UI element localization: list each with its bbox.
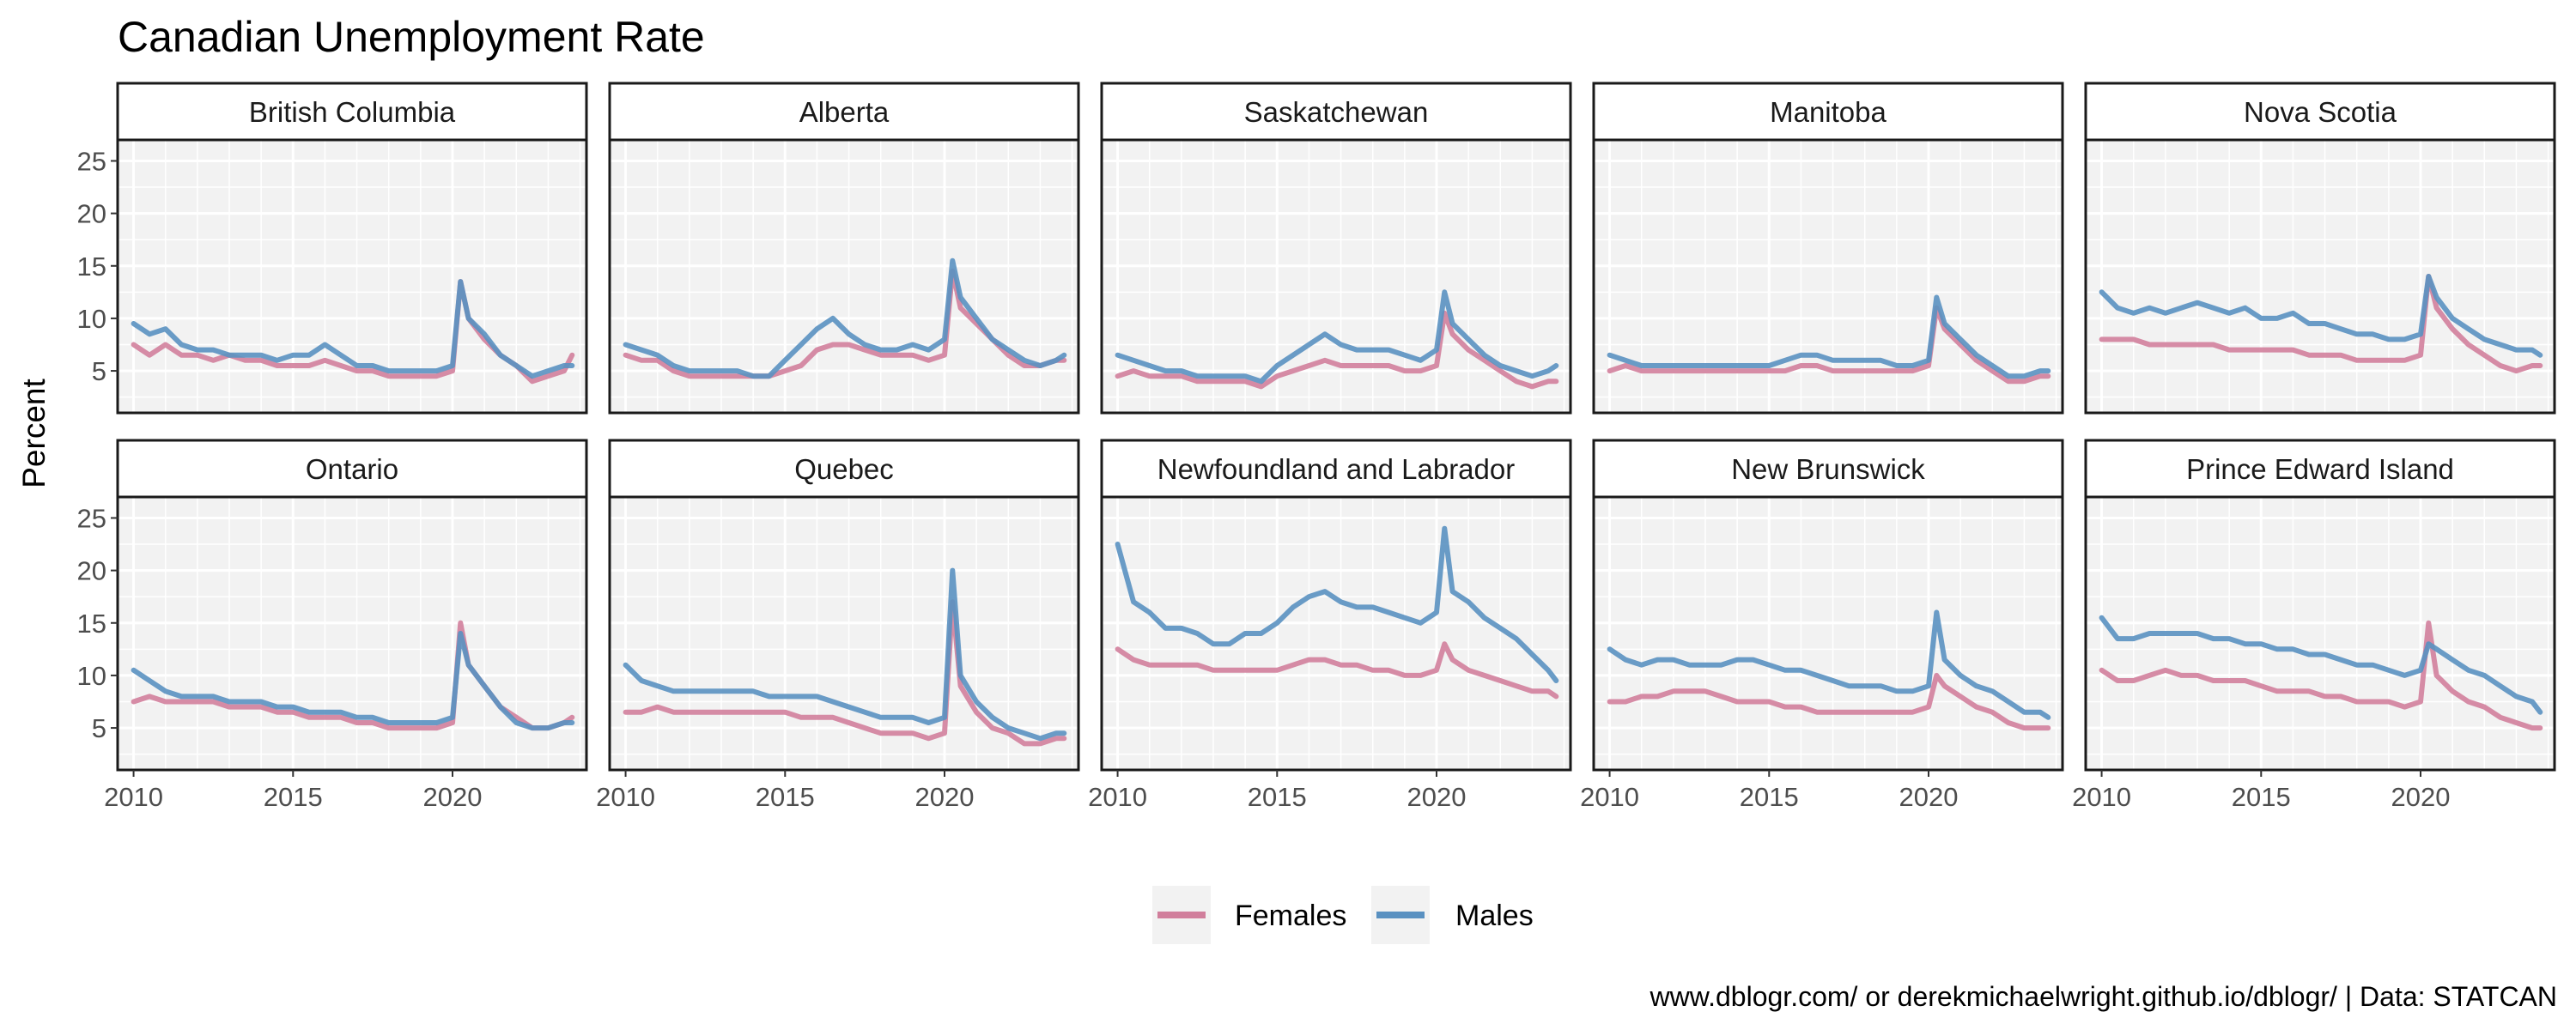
x-tick-label: 2020 — [1407, 782, 1467, 812]
y-tick-label: 10 — [77, 661, 106, 691]
x-tick-label: 2010 — [104, 782, 163, 812]
x-tick-label: 2020 — [915, 782, 975, 812]
y-tick-label: 20 — [77, 556, 106, 586]
y-tick-label: 25 — [77, 146, 106, 176]
series-line-males-new-brunswick — [1607, 609, 2051, 720]
y-tick-label: 15 — [77, 609, 106, 639]
x-tick-label: 2010 — [1580, 782, 1639, 812]
plot-bg-newfoundland-and-labrador — [1102, 497, 1571, 770]
panel-border-quebec — [608, 495, 1080, 772]
series-line-males-saskatchewan — [1115, 289, 1559, 385]
panel-prince-edward-island: Prince Edward Island 2010 2015 2020 — [2072, 439, 2556, 812]
panel-ontario: Ontario 5 10 15 20 25 2010 2015 2020 — [77, 439, 588, 812]
strip-manitoba — [1592, 82, 2064, 142]
y-tick-label: 10 — [77, 304, 106, 334]
strip-label-british-columbia: British Columbia — [249, 96, 456, 128]
x-tick-label: 2015 — [756, 782, 815, 812]
panel-border-saskatchewan — [1100, 138, 1572, 415]
x-tick-label: 2010 — [2072, 782, 2131, 812]
strip-saskatchewan — [1100, 82, 1572, 142]
x-tick-label: 2020 — [2391, 782, 2451, 812]
x-tick-label: 2020 — [423, 782, 483, 812]
strip-label-saskatchewan: Saskatchewan — [1244, 96, 1429, 128]
strip-british-columbia — [116, 82, 588, 142]
series-line-females-quebec — [623, 599, 1067, 747]
y-axis-title: Percent — [16, 379, 52, 488]
y-tick-label: 20 — [77, 199, 106, 229]
panels-layer: British Columbia 5 10 15 20 25 Alberta Saskatch… — [77, 82, 2556, 812]
panel-border-british-columbia — [116, 138, 588, 415]
strip-label-ontario: Ontario — [306, 453, 398, 485]
strip-label-manitoba: Manitoba — [1770, 96, 1886, 128]
panel-border-manitoba — [1592, 138, 2064, 415]
strip-label-prince-edward-island: Prince Edward Island — [2186, 453, 2454, 485]
strip-label-newfoundland-and-labrador: Newfoundland and Labrador — [1157, 453, 1515, 485]
strip-quebec — [608, 439, 1080, 499]
strip-label-nova-scotia: Nova Scotia — [2244, 96, 2397, 128]
series-line-females-manitoba — [1607, 305, 2051, 385]
panel-newfoundland-and-labrador: Newfoundland and Labrador 2010 2015 2020 — [1088, 439, 1572, 812]
series-line-females-prince-edward-island — [2099, 620, 2543, 731]
series-line-males-prince-edward-island — [2099, 615, 2543, 715]
legend-label-females: Females — [1235, 900, 1346, 932]
panel-quebec: Quebec 2010 2015 2020 — [596, 439, 1080, 812]
series-line-females-nova-scotia — [2099, 274, 2543, 374]
x-tick-label: 2010 — [596, 782, 655, 812]
y-tick-label: 5 — [92, 356, 106, 386]
strip-label-new-brunswick: New Brunswick — [1731, 453, 1925, 485]
strip-label-quebec: Quebec — [794, 453, 894, 485]
panel-border-alberta — [608, 138, 1080, 415]
series-line-males-british-columbia — [131, 279, 575, 379]
legend-label-males: Males — [1455, 900, 1534, 932]
plot-bg-ontario — [118, 497, 586, 770]
legend: Females Males — [1152, 886, 1534, 944]
chart-caption: www.dblogr.com/ or derekmichaelwright.gi… — [1649, 981, 2557, 1012]
series-line-males-ontario — [131, 631, 575, 731]
panel-border-nova-scotia — [2084, 138, 2556, 415]
series-line-males-nova-scotia — [2099, 274, 2543, 358]
panel-manitoba: Manitoba — [1592, 82, 2064, 415]
series-line-females-newfoundland-and-labrador — [1115, 641, 1559, 700]
y-tick-label: 15 — [77, 251, 106, 282]
strip-nova-scotia — [2084, 82, 2556, 142]
panel-border-new-brunswick — [1592, 495, 2064, 772]
panel-new-brunswick: New Brunswick 2010 2015 2020 — [1580, 439, 2064, 812]
x-tick-label: 2015 — [1740, 782, 1799, 812]
plot-bg-alberta — [610, 140, 1078, 413]
plot-bg-nova-scotia — [2086, 140, 2555, 413]
x-tick-label: 2015 — [264, 782, 323, 812]
series-line-females-new-brunswick — [1607, 672, 2051, 731]
y-tick-label: 25 — [77, 503, 106, 533]
panel-alberta: Alberta — [608, 82, 1080, 415]
x-tick-label: 2015 — [2232, 782, 2291, 812]
series-line-males-alberta — [623, 258, 1067, 379]
x-tick-label: 2015 — [1248, 782, 1307, 812]
series-line-females-saskatchewan — [1115, 310, 1559, 390]
panel-british-columbia: British Columbia 5 10 15 20 25 — [77, 82, 588, 415]
series-line-males-quebec — [623, 567, 1067, 742]
strip-label-alberta: Alberta — [799, 96, 890, 128]
x-tick-label: 2010 — [1088, 782, 1147, 812]
panel-border-prince-edward-island — [2084, 495, 2556, 772]
chart-title: Canadian Unemployment Rate — [118, 13, 705, 61]
strip-prince-edward-island — [2084, 439, 2556, 499]
panel-saskatchewan: Saskatchewan — [1100, 82, 1572, 415]
y-tick-label: 5 — [92, 713, 106, 743]
strip-new-brunswick — [1592, 439, 2064, 499]
panel-border-ontario — [116, 495, 588, 772]
series-line-males-newfoundland-and-labrador — [1115, 525, 1559, 683]
panel-border-newfoundland-and-labrador — [1100, 495, 1572, 772]
plot-bg-new-brunswick — [1594, 497, 2063, 770]
panel-nova-scotia: Nova Scotia — [2084, 82, 2556, 415]
series-line-males-manitoba — [1607, 294, 2051, 379]
x-tick-label: 2020 — [1899, 782, 1959, 812]
